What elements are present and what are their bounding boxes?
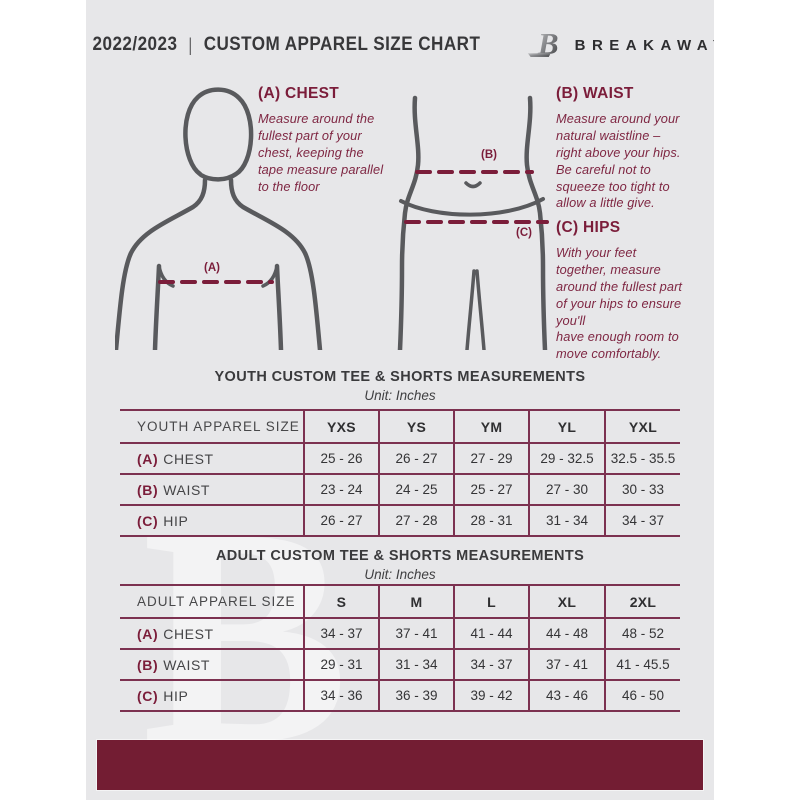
size-column-header: YXS bbox=[303, 410, 379, 443]
header-title: 2022/2023 | CUSTOM APPAREL SIZE CHART bbox=[92, 34, 480, 56]
measurement-cell: 43 - 46 bbox=[528, 680, 605, 711]
measurement-cell: 37 - 41 bbox=[378, 618, 454, 649]
measurement-cell: 41 - 44 bbox=[453, 618, 529, 649]
measurement-cell: 37 - 41 bbox=[528, 649, 605, 680]
size-column-header: 2XL bbox=[604, 585, 680, 618]
row-label: HIP bbox=[163, 687, 189, 704]
measurement-cell: 31 - 34 bbox=[528, 505, 605, 536]
row-label: WAIST bbox=[163, 481, 211, 498]
measurement-cell: 48 - 52 bbox=[604, 618, 680, 649]
waist-instructions: (B) WAIST Measure around your natural wa… bbox=[556, 85, 714, 212]
size-column-header: YS bbox=[378, 410, 454, 443]
row-label: WAIST bbox=[163, 656, 211, 673]
adult-hip-row: (C) HIP 34 - 36 36 - 39 39 - 42 43 - 46 4… bbox=[120, 680, 680, 711]
youth-size-header-cell: YOUTH APPAREL SIZE bbox=[137, 419, 300, 434]
youth-unit-label: Unit: Inches bbox=[364, 388, 436, 403]
header: 2022/2023 | CUSTOM APPAREL SIZE CHART B … bbox=[86, 26, 714, 64]
hips-instructions: (C) HIPS With your feet together, measur… bbox=[556, 219, 714, 363]
brand-lockup: B BREAKAWAY bbox=[526, 26, 714, 64]
row-label-cell: (C) HIP bbox=[120, 680, 304, 711]
footer-bar bbox=[97, 740, 703, 790]
row-label-cell: (B) WAIST bbox=[120, 474, 304, 505]
row-prefix: (A) bbox=[137, 625, 159, 642]
row-prefix: (C) bbox=[137, 512, 159, 529]
waist-body-text: Measure around your natural waistline – … bbox=[556, 111, 681, 211]
size-column-header: S bbox=[303, 585, 379, 618]
measurement-cell: 34 - 37 bbox=[453, 649, 529, 680]
measurement-cell: 31 - 34 bbox=[378, 649, 454, 680]
measurement-cell: 24 - 25 bbox=[378, 474, 454, 505]
measurement-cell: 29 - 31 bbox=[303, 649, 379, 680]
waist-heading: (B) WAIST bbox=[556, 85, 634, 102]
row-label-cell: (A) CHEST bbox=[120, 618, 304, 649]
waist-hip-figure-illustration bbox=[397, 95, 549, 350]
measurement-cell: 36 - 39 bbox=[378, 680, 454, 711]
size-column-header: XL bbox=[528, 585, 605, 618]
size-column-header: L bbox=[453, 585, 529, 618]
row-label: CHEST bbox=[163, 625, 214, 642]
adult-chest-row: (A) CHEST 34 - 37 37 - 41 41 - 44 44 - 48… bbox=[120, 618, 680, 649]
size-column-header: YL bbox=[528, 410, 605, 443]
measurement-cell: 34 - 36 bbox=[303, 680, 379, 711]
adult-waist-row: (B) WAIST 29 - 31 31 - 34 34 - 37 37 - 41… bbox=[120, 649, 680, 680]
chest-instructions: (A) CHEST Measure around the fullest par… bbox=[258, 85, 430, 195]
row-prefix: (A) bbox=[137, 450, 159, 467]
youth-hip-row: (C) HIP 26 - 27 27 - 28 28 - 31 31 - 34 3… bbox=[120, 505, 680, 536]
header-year: 2022/2023 bbox=[92, 34, 178, 55]
row-label: CHEST bbox=[163, 450, 214, 467]
youth-waist-row: (B) WAIST 23 - 24 24 - 25 25 - 27 27 - 30… bbox=[120, 474, 680, 505]
hips-heading: (C) HIPS bbox=[556, 219, 621, 236]
row-label: HIP bbox=[163, 512, 189, 529]
row-label-cell: (A) CHEST bbox=[120, 443, 304, 474]
youth-header-row: YOUTH APPAREL SIZE YXS YS YM YL YXL bbox=[120, 410, 680, 443]
size-column-header: YXL bbox=[604, 410, 680, 443]
breakaway-logo-icon: B bbox=[527, 26, 558, 61]
measurement-cell: 30 - 33 bbox=[604, 474, 680, 505]
chest-body-text: Measure around the fullest part of your … bbox=[258, 111, 384, 194]
chest-marker-label: (A) bbox=[204, 262, 220, 274]
measurement-cell: 44 - 48 bbox=[528, 618, 605, 649]
size-column-header: M bbox=[378, 585, 454, 618]
measurement-cell: 34 - 37 bbox=[604, 505, 680, 536]
chest-heading: (A) CHEST bbox=[258, 85, 340, 102]
measurement-cell: 29 - 32.5 bbox=[528, 443, 605, 474]
measurement-cell: 27 - 30 bbox=[528, 474, 605, 505]
brand-name: BREAKAWAY bbox=[574, 36, 714, 54]
hips-body-text: With your feet together, measure around … bbox=[556, 245, 683, 362]
measurement-cell: 34 - 37 bbox=[303, 618, 379, 649]
measurement-cell: 39 - 42 bbox=[453, 680, 529, 711]
measurement-cell: 26 - 27 bbox=[303, 505, 379, 536]
measurement-cell: 27 - 29 bbox=[453, 443, 529, 474]
row-label-cell: (B) WAIST bbox=[120, 649, 304, 680]
measurement-cell: 26 - 27 bbox=[378, 443, 454, 474]
measurement-cell: 46 - 50 bbox=[604, 680, 680, 711]
row-prefix: (B) bbox=[137, 481, 159, 498]
adult-unit-label: Unit: Inches bbox=[364, 567, 436, 582]
measurement-cell: 25 - 27 bbox=[453, 474, 529, 505]
adult-size-header-cell: ADULT APPAREL SIZE bbox=[137, 594, 296, 609]
measurement-cell: 23 - 24 bbox=[303, 474, 379, 505]
header-chart-title: CUSTOM APPAREL SIZE CHART bbox=[203, 34, 481, 55]
measurement-cell: 27 - 28 bbox=[378, 505, 454, 536]
waist-marker-label: (B) bbox=[481, 149, 497, 161]
measurement-cell: 32.5 - 35.5 bbox=[604, 443, 680, 474]
measurement-cell: 28 - 31 bbox=[453, 505, 529, 536]
torso-figure-illustration bbox=[115, 87, 323, 350]
measurement-cell: 41 - 45.5 bbox=[604, 649, 680, 680]
youth-chest-row: (A) CHEST 25 - 26 26 - 27 27 - 29 29 - 32… bbox=[120, 443, 680, 474]
row-label-cell: (C) HIP bbox=[120, 505, 304, 536]
svg-text:B: B bbox=[536, 26, 558, 61]
youth-section-title: YOUTH CUSTOM TEE & SHORTS MEASUREMENTS bbox=[214, 369, 586, 385]
size-chart-page: B 2022/2023 | CUSTOM APPAREL SIZE CHART … bbox=[86, 0, 714, 800]
youth-size-table: YOUTH APPAREL SIZE YXS YS YM YL YXL (A) C… bbox=[120, 409, 680, 537]
adult-header-row: ADULT APPAREL SIZE S M L XL 2XL bbox=[120, 585, 680, 618]
header-divider: | bbox=[187, 34, 193, 55]
hips-marker-label: (C) bbox=[516, 227, 532, 239]
adult-size-table: ADULT APPAREL SIZE S M L XL 2XL (A) CHEST… bbox=[120, 584, 680, 712]
size-column-header: YM bbox=[453, 410, 529, 443]
adult-section-title: ADULT CUSTOM TEE & SHORTS MEASUREMENTS bbox=[215, 548, 585, 564]
row-prefix: (C) bbox=[137, 687, 159, 704]
measurement-cell: 25 - 26 bbox=[303, 443, 379, 474]
row-prefix: (B) bbox=[137, 656, 159, 673]
